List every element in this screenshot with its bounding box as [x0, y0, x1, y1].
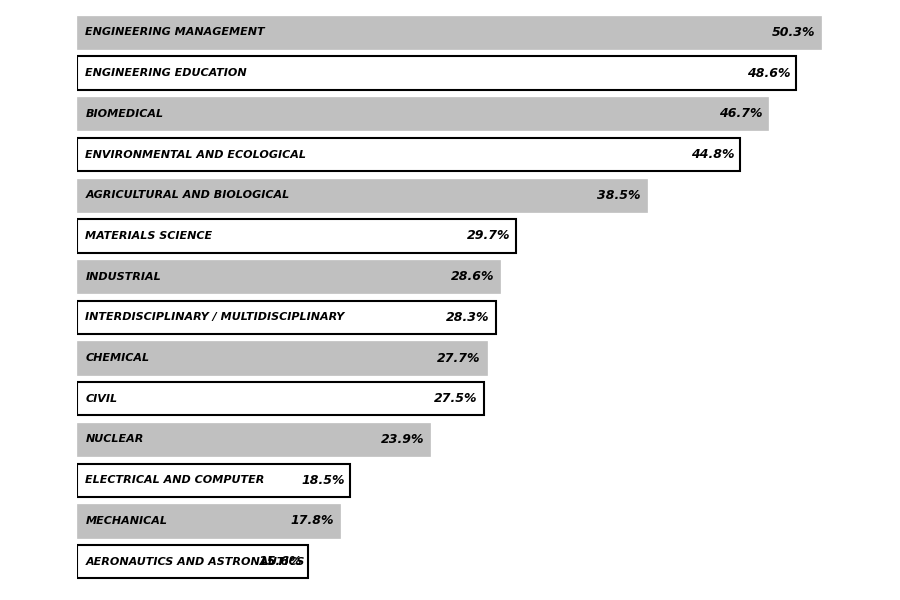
Bar [76, 341, 487, 375]
Bar [76, 260, 500, 293]
Bar [76, 219, 517, 253]
Text: 46.7%: 46.7% [719, 107, 762, 120]
Text: 50.3%: 50.3% [772, 26, 815, 39]
Text: CHEMICAL: CHEMICAL [86, 353, 149, 363]
Text: MATERIALS SCIENCE: MATERIALS SCIENCE [86, 231, 212, 241]
Bar [76, 56, 796, 90]
Text: GRADUATE ENROLLMENT BY DEPARTMENT: GRADUATE ENROLLMENT BY DEPARTMENT [25, 126, 40, 474]
Text: AERONAUTICS AND ASTRONAUTICS: AERONAUTICS AND ASTRONAUTICS [86, 557, 305, 566]
Text: ENVIRONMENTAL AND ECOLOGICAL: ENVIRONMENTAL AND ECOLOGICAL [86, 149, 306, 160]
Text: NUCLEAR: NUCLEAR [86, 434, 144, 445]
Bar [76, 16, 822, 49]
Bar [76, 464, 350, 497]
Text: AGRICULTURAL AND BIOLOGICAL: AGRICULTURAL AND BIOLOGICAL [86, 190, 290, 200]
Text: ELECTRICAL AND COMPUTER: ELECTRICAL AND COMPUTER [86, 475, 265, 485]
Text: 23.9%: 23.9% [381, 433, 425, 446]
Text: 28.6%: 28.6% [451, 270, 494, 283]
Text: ENGINEERING MANAGEMENT: ENGINEERING MANAGEMENT [86, 28, 265, 37]
Bar [76, 423, 430, 456]
Text: 27.5%: 27.5% [435, 392, 478, 405]
Bar [76, 179, 646, 212]
Text: 27.7%: 27.7% [437, 352, 481, 365]
Text: MECHANICAL: MECHANICAL [86, 516, 167, 526]
Text: 38.5%: 38.5% [598, 189, 641, 202]
Bar [76, 138, 740, 171]
Text: 48.6%: 48.6% [747, 67, 790, 80]
Bar [76, 301, 496, 334]
Bar [76, 97, 768, 130]
Text: ENGINEERING EDUCATION: ENGINEERING EDUCATION [86, 68, 247, 78]
Text: 18.5%: 18.5% [301, 474, 345, 487]
Text: CIVIL: CIVIL [86, 394, 118, 404]
Text: INTERDISCIPLINARY / MULTIDISCIPLINARY: INTERDISCIPLINARY / MULTIDISCIPLINARY [86, 313, 345, 322]
Text: 15.6%: 15.6% [258, 555, 302, 568]
Bar [76, 504, 340, 538]
Bar [76, 545, 308, 578]
Text: INDUSTRIAL: INDUSTRIAL [86, 272, 161, 281]
Text: 28.3%: 28.3% [446, 311, 490, 324]
Text: 44.8%: 44.8% [690, 148, 734, 161]
Bar [76, 382, 484, 415]
Text: 17.8%: 17.8% [291, 514, 334, 527]
Text: BIOMEDICAL: BIOMEDICAL [86, 109, 164, 119]
Text: 29.7%: 29.7% [467, 229, 510, 242]
